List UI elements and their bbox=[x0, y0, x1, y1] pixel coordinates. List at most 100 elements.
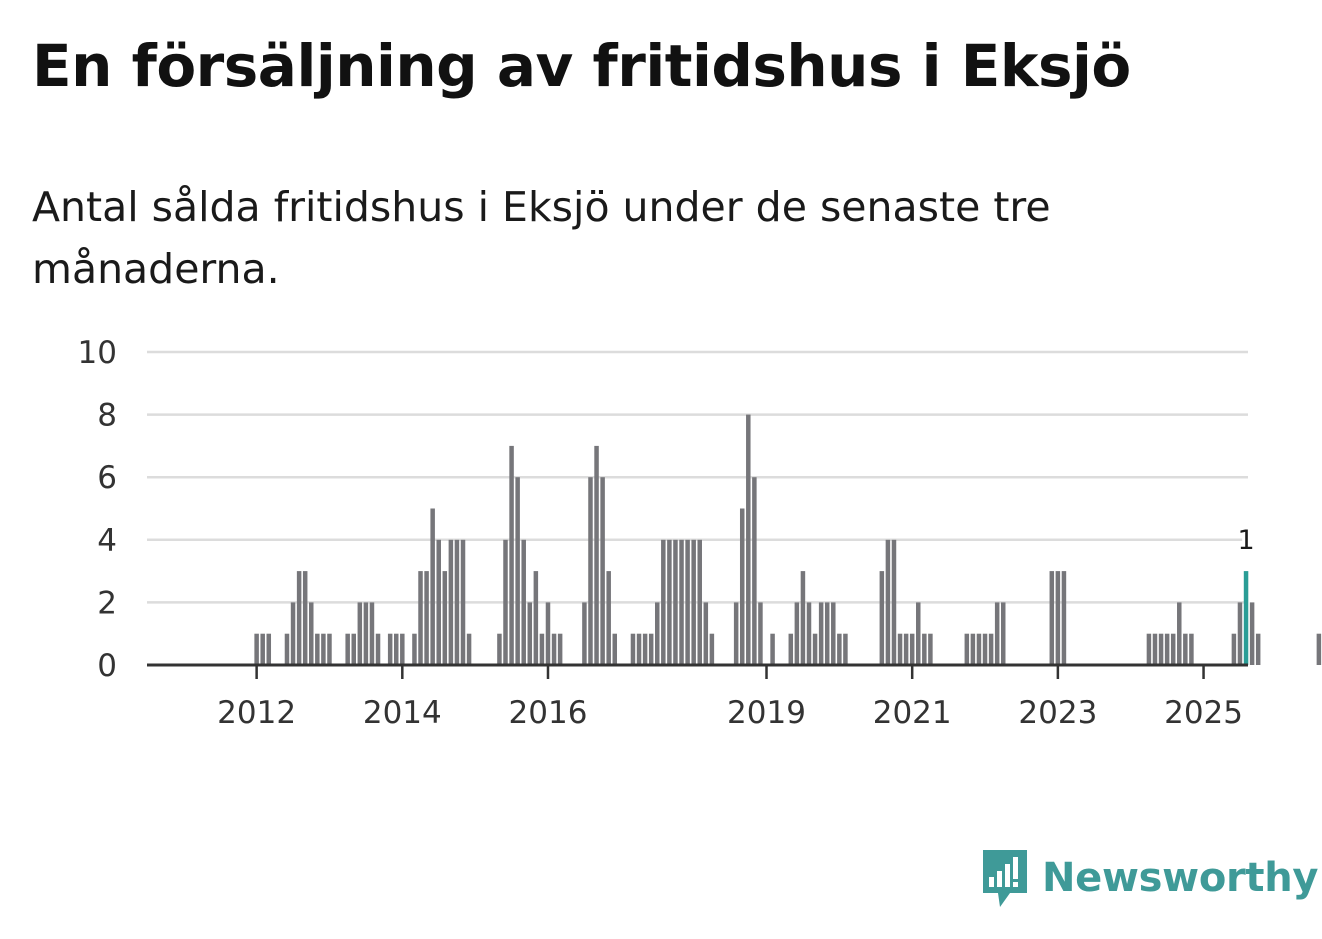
x-tick-label: 2014 bbox=[363, 695, 442, 731]
bar bbox=[1183, 633, 1188, 665]
bar bbox=[709, 633, 715, 665]
bar bbox=[685, 539, 690, 665]
bar bbox=[648, 633, 654, 665]
bar bbox=[879, 571, 885, 665]
bar bbox=[1189, 633, 1194, 665]
bar bbox=[321, 633, 326, 665]
y-tick-label: 0 bbox=[97, 648, 117, 684]
bar-chart: 0 2 4 6 8 10 1 2012 2014 2016 2019 2021 2023 2025 bbox=[78, 335, 1322, 731]
bar bbox=[254, 633, 259, 665]
bar bbox=[497, 633, 502, 665]
bar bbox=[545, 602, 551, 665]
bar bbox=[345, 633, 350, 665]
bar bbox=[891, 539, 897, 665]
bar bbox=[691, 539, 696, 665]
bar bbox=[557, 633, 563, 665]
bar bbox=[1146, 633, 1152, 665]
bar bbox=[1158, 633, 1164, 665]
bar bbox=[806, 602, 812, 665]
bar bbox=[673, 539, 678, 665]
bar bbox=[363, 602, 369, 665]
bar bbox=[260, 633, 265, 665]
highlight-value-label: 1 bbox=[1237, 525, 1254, 556]
bar bbox=[357, 602, 363, 665]
x-tick-label: 2021 bbox=[873, 695, 952, 731]
bar bbox=[527, 602, 533, 665]
bar bbox=[636, 633, 642, 665]
bar bbox=[988, 633, 994, 665]
bar bbox=[302, 571, 308, 665]
bar bbox=[746, 414, 751, 665]
bar bbox=[503, 539, 508, 665]
bar bbox=[424, 571, 429, 665]
bar bbox=[812, 633, 818, 665]
bar bbox=[430, 508, 435, 665]
bar bbox=[976, 633, 982, 665]
bar bbox=[1152, 633, 1158, 665]
bar bbox=[1055, 571, 1061, 665]
bar bbox=[436, 539, 441, 665]
bar bbox=[903, 633, 909, 665]
bar bbox=[800, 571, 806, 665]
bar bbox=[697, 539, 702, 665]
x-tick-label: 2023 bbox=[1018, 695, 1097, 731]
x-tick-label: 2025 bbox=[1164, 695, 1243, 731]
x-tick-label: 2019 bbox=[727, 695, 806, 731]
brand-logo: Newsworthy bbox=[980, 846, 1319, 910]
bar bbox=[667, 539, 672, 665]
bar bbox=[375, 633, 381, 665]
bar bbox=[1249, 602, 1255, 665]
bar bbox=[387, 633, 393, 665]
y-tick-label: 4 bbox=[97, 523, 117, 559]
bar bbox=[758, 602, 763, 665]
bar bbox=[837, 633, 842, 665]
bar bbox=[588, 477, 593, 665]
axes: 0 2 4 6 8 10 1 2012 2014 2016 2019 2021 2023 2025 bbox=[78, 335, 1258, 731]
bar bbox=[770, 633, 775, 665]
bar bbox=[442, 571, 448, 665]
bar bbox=[964, 633, 970, 665]
bar bbox=[1255, 633, 1261, 665]
bar bbox=[630, 633, 636, 665]
bar bbox=[412, 633, 417, 665]
bar bbox=[509, 445, 514, 665]
bar bbox=[1316, 633, 1322, 665]
bar bbox=[1231, 633, 1237, 665]
bar bbox=[369, 602, 375, 665]
newsworthy-chart-icon bbox=[983, 850, 1027, 907]
bar bbox=[831, 602, 836, 665]
bar bbox=[1170, 633, 1176, 665]
bar bbox=[309, 602, 314, 665]
bar bbox=[916, 602, 921, 665]
bar bbox=[351, 633, 356, 665]
y-tick-label: 8 bbox=[97, 398, 117, 434]
bars bbox=[254, 414, 1322, 665]
x-tick-label: 2016 bbox=[509, 695, 588, 731]
bar bbox=[539, 633, 545, 665]
bar bbox=[515, 477, 520, 665]
bar bbox=[739, 508, 745, 665]
bar bbox=[296, 571, 302, 665]
bar bbox=[1164, 633, 1170, 665]
chart-title: En försäljning av fritidshus i Eksjö bbox=[32, 32, 1131, 100]
bar bbox=[703, 602, 709, 665]
bar-highlight bbox=[1243, 571, 1249, 665]
x-tick-label: 2012 bbox=[217, 695, 296, 731]
bar bbox=[290, 602, 296, 665]
y-tick-label: 10 bbox=[78, 335, 117, 371]
bar bbox=[928, 633, 933, 665]
bar bbox=[788, 633, 794, 665]
y-tick-label: 6 bbox=[97, 460, 117, 496]
bar bbox=[400, 633, 405, 665]
bar bbox=[315, 633, 320, 665]
bar bbox=[533, 571, 539, 665]
bar bbox=[1061, 571, 1067, 665]
bar bbox=[606, 571, 611, 665]
bar bbox=[466, 633, 472, 665]
bar bbox=[661, 539, 666, 665]
bar bbox=[521, 539, 526, 665]
chart-subtitle: Antal sålda fritidshus i Eksjö under de … bbox=[32, 183, 1051, 293]
bar bbox=[448, 539, 454, 665]
bar bbox=[679, 539, 684, 665]
y-tick-label: 2 bbox=[97, 585, 117, 621]
